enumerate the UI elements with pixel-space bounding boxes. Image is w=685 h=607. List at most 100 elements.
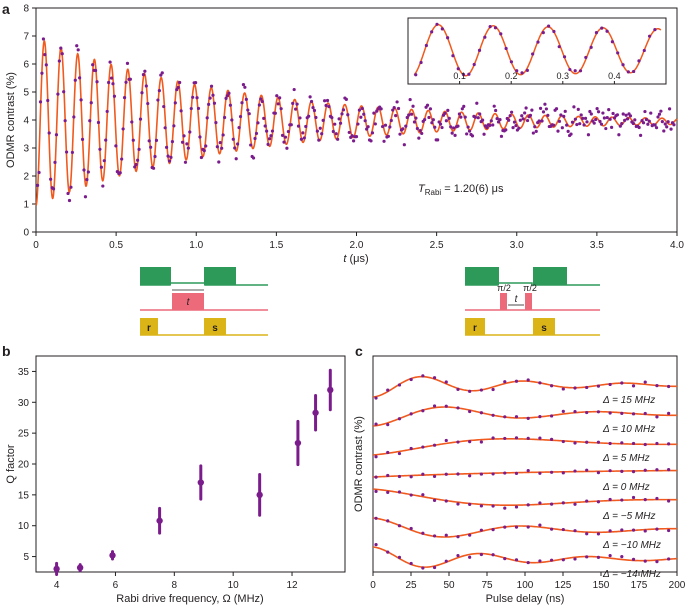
panel-a-data-point — [585, 120, 589, 124]
panel-a-data-point — [623, 118, 627, 122]
panel-c-data-point — [421, 374, 425, 378]
panel-a-data-point — [301, 131, 305, 135]
panel-a-data-point — [524, 106, 528, 110]
panel-c-fit-line — [372, 469, 678, 478]
panel-c-data-point — [667, 468, 671, 472]
inset-data-point — [557, 45, 561, 49]
panel-a-data-point — [279, 107, 283, 111]
panel-a-data-point — [307, 114, 311, 118]
t-rabi-value: = 1.20(6) μs — [441, 183, 504, 195]
panel-c-data-point — [643, 442, 647, 447]
inset-xtick-label: 0.3 — [557, 71, 570, 81]
panel-c-data-point — [409, 475, 413, 479]
panel-a-data-point — [185, 142, 189, 146]
t-rabi-symbol: T — [418, 183, 426, 195]
panel-a-data-point — [492, 104, 496, 108]
t-rabi-subscript: Rabi — [425, 188, 442, 197]
panel-c-data-point — [468, 440, 472, 444]
panel-a-data-point — [668, 107, 672, 111]
panel-a-data-point — [236, 142, 240, 146]
panel-a-ytick-label: 0 — [23, 228, 29, 239]
panel-a-data-point — [76, 48, 80, 52]
panel-c-data-point — [397, 383, 402, 387]
panel-a: 0 0.5 1.0 1.5 2.0 2.5 3.0 3.5 4.0 0 1 2 3 4 5 6 7 8 ODMR … — [5, 4, 684, 266]
panel-c-data-point — [643, 380, 647, 384]
panel-a-data-point — [602, 116, 606, 120]
inset-data-point — [568, 67, 572, 72]
panel-c-data-point — [620, 411, 624, 415]
panel-c-data-point — [432, 534, 437, 538]
panel-c-data-point — [573, 386, 577, 390]
inset-data-point — [440, 27, 444, 31]
inset-data-point — [424, 43, 428, 48]
panel-a-data-point — [69, 185, 73, 189]
panel-a-data-point — [592, 121, 596, 125]
inset-data-point — [578, 69, 583, 73]
panel-a-data-point — [352, 139, 356, 143]
panel-a-data-point — [656, 115, 660, 119]
panel-c-data-point — [550, 470, 554, 474]
inset-data-point — [642, 48, 646, 53]
panel-a-data-point — [528, 113, 533, 117]
panel-a-data-point — [163, 126, 167, 130]
panel-a-data-point — [217, 160, 221, 164]
panel-a-data-point — [78, 76, 82, 80]
panel-c-data-point — [503, 471, 507, 475]
panel-a-data-point — [402, 143, 406, 147]
panel-a-data-point — [389, 118, 393, 123]
panel-c-data-point — [397, 474, 402, 479]
panel-a-data-point — [465, 132, 469, 136]
panel-a-data-point — [430, 121, 434, 125]
panel-a-data-point — [354, 135, 359, 139]
panel-c-data-point — [444, 533, 448, 537]
panel-a-data-point — [238, 114, 243, 119]
panel-c-data-point — [409, 446, 413, 451]
inset-data-point — [536, 40, 540, 44]
panel-a-data-point — [220, 146, 224, 150]
panel-a-data-point — [162, 104, 166, 109]
panel-a-data-point — [659, 109, 663, 113]
panel-c-data-point — [432, 565, 437, 570]
panel-a-data-point — [205, 116, 209, 120]
panel-a-data-point — [107, 80, 111, 85]
panel-b-data-point — [294, 439, 302, 447]
panel-a-data-point — [346, 113, 350, 117]
panel-a-data-point — [286, 129, 290, 134]
panel-c-data-point — [432, 376, 437, 380]
panel-a-data-point — [214, 121, 218, 125]
panel-a-data-point — [167, 159, 172, 163]
panel-a-data-point — [291, 101, 295, 105]
pulse2-pi2-label-1: π/2 — [497, 283, 511, 293]
panel-b-data-point — [53, 565, 60, 573]
panel-c-data-point — [620, 469, 624, 473]
panel-c-data-point — [667, 528, 671, 533]
panel-a-data-point — [267, 137, 272, 141]
panel-a-data-point — [254, 131, 259, 136]
panel-b: 4 6 8 10 12 5 10 15 20 25 30 35 Q factor Rabi drive… — [5, 355, 346, 605]
panel-c-xtick-label: 125 — [555, 580, 572, 591]
panel-a-data-point — [292, 87, 296, 92]
panel-a-data-point — [304, 124, 308, 129]
panel-a-data-point — [394, 114, 398, 118]
panel-a-data-point — [96, 120, 101, 125]
inset-data-point — [414, 73, 418, 77]
panel-a-data-point — [276, 102, 280, 106]
panel-a-data-point — [314, 115, 318, 120]
panel-c-data-point — [468, 533, 472, 537]
inset-data-point — [584, 55, 588, 60]
panel-a-data-point — [418, 128, 422, 133]
panel-c-data-point — [538, 471, 542, 475]
panel-a-data-point — [136, 158, 140, 162]
panel-c-data-point — [608, 497, 612, 502]
panel-c-xtick-label: 0 — [370, 580, 376, 591]
panel-a-data-point — [395, 100, 399, 104]
panel-a-data-point — [170, 140, 175, 144]
panel-a-xlabel-symbol: t — [343, 253, 347, 265]
panel-c-data-point — [561, 527, 565, 532]
panel-c-data-point — [491, 528, 495, 532]
pulse2-r-label: r — [473, 323, 477, 334]
panel-c-data-point — [503, 525, 507, 529]
panel-a-data-point — [507, 118, 511, 122]
panel-a-data-point — [453, 133, 457, 138]
panel-c-data-point — [456, 406, 460, 410]
